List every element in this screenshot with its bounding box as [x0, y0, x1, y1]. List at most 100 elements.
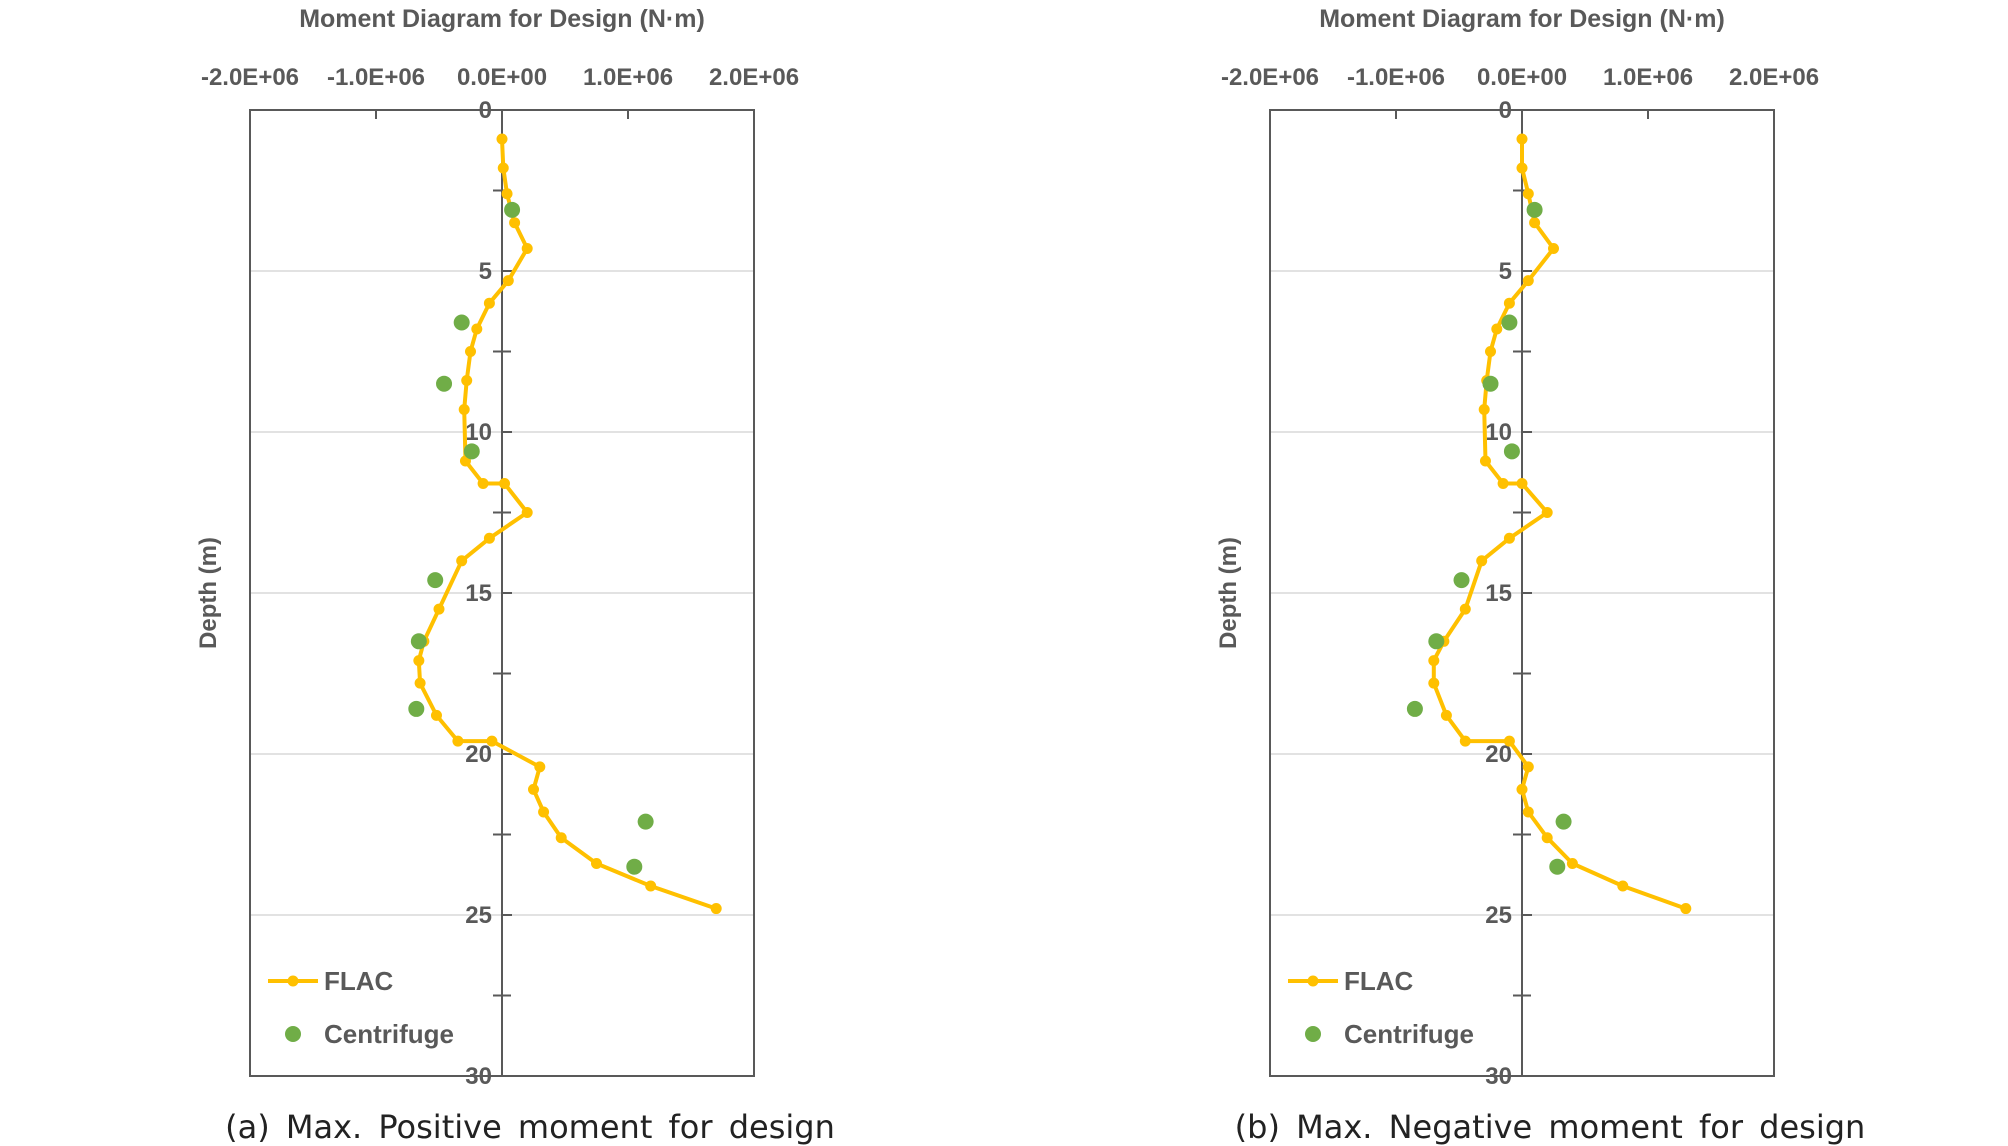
series-line-flac — [416, 137, 719, 911]
y-tick-label: 15 — [465, 580, 492, 607]
data-point-flac — [465, 346, 476, 357]
chart-title: Moment Diagram for Design (N·m) — [1319, 5, 1725, 33]
data-point-flac — [1566, 857, 1578, 869]
data-point-flac — [413, 655, 425, 667]
data-point-flac — [456, 555, 468, 567]
legend-label-centrifuge: Centrifuge — [1344, 1019, 1474, 1049]
data-point-flac — [555, 832, 567, 844]
x-tick-label: 0.0E+00 — [457, 64, 547, 91]
y-axis-title: Depth (m) — [195, 537, 222, 649]
data-point-flac — [502, 275, 514, 287]
data-point-centrifuge — [453, 314, 470, 331]
y-tick-label: 30 — [1485, 1063, 1512, 1090]
data-point-flac — [1522, 188, 1534, 200]
x-tick-label: -1.0E+06 — [327, 64, 425, 91]
data-point-flac — [458, 403, 470, 415]
data-point-flac — [430, 709, 442, 721]
data-point-flac — [486, 735, 498, 747]
legend-label-flac: FLAC — [1344, 966, 1414, 996]
data-point-centrifuge — [1549, 858, 1566, 875]
y-tick-label: 0 — [479, 97, 492, 124]
data-point-flac — [501, 188, 513, 200]
data-point-centrifuge — [1526, 201, 1543, 218]
data-point-centrifuge — [1406, 700, 1423, 717]
data-point-flac — [433, 603, 445, 615]
data-point-flac — [528, 783, 539, 795]
x-tick-label: 0.0E+00 — [1477, 64, 1567, 91]
data-point-flac — [1680, 903, 1692, 915]
caption-b: (b) Max. Negative moment for design — [1234, 1108, 1866, 1146]
data-point-flac — [471, 323, 483, 335]
y-axis-title: Depth (m) — [1215, 537, 1242, 649]
y-tick-label: 5 — [479, 258, 492, 285]
data-point-centrifuge — [1503, 443, 1520, 460]
data-point-flac — [1497, 478, 1509, 490]
x-tick-label: 2.0E+06 — [1729, 64, 1819, 91]
data-point-flac — [1529, 217, 1541, 229]
data-point-flac — [1485, 346, 1496, 357]
data-point-flac — [1541, 832, 1553, 844]
data-point-centrifuge — [626, 858, 643, 875]
data-point-flac — [1440, 709, 1452, 721]
data-point-flac — [452, 735, 464, 747]
data-point-centrifuge — [1555, 813, 1572, 830]
data-point-flac — [1459, 735, 1471, 747]
y-tick-label: 25 — [465, 902, 492, 929]
data-point-centrifuge — [410, 633, 427, 650]
data-point-flac — [461, 374, 473, 386]
data-point-flac — [1541, 507, 1553, 518]
data-point-flac — [1617, 880, 1629, 892]
y-tick-label: 20 — [465, 741, 492, 768]
data-point-flac — [1503, 532, 1515, 544]
data-point-flac — [499, 478, 511, 490]
legend-marker-flac — [1307, 975, 1319, 987]
data-point-flac — [483, 532, 495, 544]
x-tick-label: 1.0E+06 — [583, 64, 673, 91]
data-point-flac — [497, 162, 509, 174]
y-tick-label: 15 — [1485, 580, 1512, 607]
data-point-flac — [534, 761, 546, 773]
data-point-flac — [1516, 162, 1528, 174]
y-tick-label: 10 — [1485, 419, 1512, 446]
y-tick-label: 25 — [1485, 902, 1512, 929]
y-tick-label: 5 — [1499, 258, 1512, 285]
data-point-flac — [1522, 761, 1534, 773]
data-point-flac — [521, 507, 533, 518]
data-point-centrifuge — [1428, 633, 1445, 650]
data-point-flac — [1478, 403, 1490, 415]
data-point-flac — [1516, 478, 1528, 490]
legend-marker-flac — [287, 975, 299, 987]
data-point-flac — [1479, 455, 1491, 467]
data-point-flac — [1491, 323, 1503, 335]
series-line-flac — [1431, 137, 1688, 911]
chart-panel-b: Moment Diagram for Design (N·m) -2.0E+06 -… — [1215, 5, 1819, 1090]
data-point-flac — [1503, 297, 1515, 309]
data-point-centrifuge — [436, 375, 453, 392]
data-point-flac — [1428, 677, 1440, 689]
data-point-centrifuge — [637, 813, 654, 830]
data-point-flac — [1459, 603, 1471, 615]
x-tick-label: -2.0E+06 — [1221, 64, 1319, 91]
data-point-flac — [1548, 242, 1559, 254]
data-point-flac — [1476, 555, 1488, 567]
data-point-centrifuge — [427, 572, 444, 589]
chart-panel-a: Moment Diagram for Design (N·m) -2.0E+06 -… — [195, 5, 799, 1090]
data-point-centrifuge — [1482, 375, 1499, 392]
data-point-flac — [414, 677, 426, 689]
data-point-flac — [1522, 806, 1534, 818]
data-point-flac — [538, 806, 550, 818]
legend-marker-centrifuge — [1305, 1026, 1321, 1042]
legend-label-flac: FLAC — [324, 966, 394, 996]
data-point-flac — [496, 133, 508, 145]
x-tick-label: 2.0E+06 — [709, 64, 799, 91]
data-point-flac — [483, 297, 495, 309]
data-point-flac — [1503, 735, 1515, 747]
data-point-flac — [710, 903, 722, 915]
data-point-flac — [1522, 275, 1534, 287]
data-point-flac — [1516, 783, 1528, 795]
data-point-flac — [591, 857, 602, 869]
data-point-centrifuge — [463, 443, 480, 460]
y-tick-label: 10 — [465, 419, 492, 446]
data-point-centrifuge — [504, 201, 521, 218]
